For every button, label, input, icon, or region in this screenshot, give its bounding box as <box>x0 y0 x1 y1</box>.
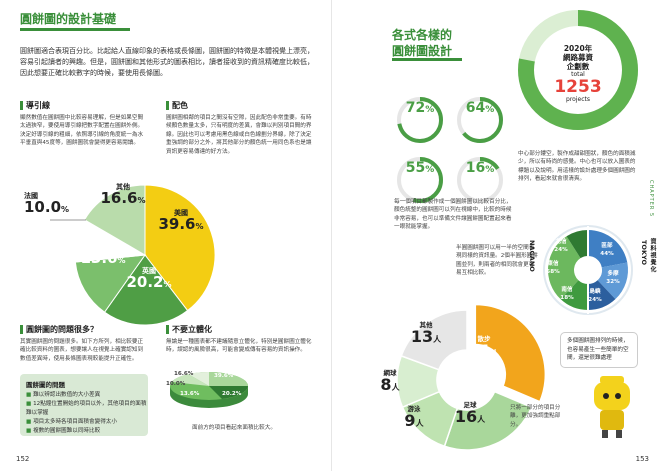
page-number-right: 153 <box>635 455 649 463</box>
tokyo-slice <box>588 280 616 310</box>
problem-item: 複數的圓餅圖難以同時比較 <box>26 427 148 436</box>
donut-label-tennis: 網球 8人 <box>380 369 400 394</box>
pie-slice-美國 <box>144 184 216 312</box>
no3d-heading: 不要立體化 <box>166 325 212 334</box>
title-underline <box>20 28 130 31</box>
semi-pies <box>543 225 633 315</box>
pie-label-usa: 美國 39.6% <box>158 209 204 234</box>
nagano-label: NAGANO <box>528 240 536 272</box>
color-heading: 配色 <box>166 101 188 110</box>
big-donut-unit: projects <box>566 96 590 103</box>
big-donut-line3: 企劃數 <box>566 62 590 71</box>
tokyo-label: TOKYO <box>640 240 648 265</box>
left-page: 圓餅圖的設計基礎 圓餅圖適合表現百分比。比起給人直線印象的表格或長條圖，圓餅圖的… <box>0 0 331 471</box>
pie-chart <box>74 184 216 326</box>
right-page: 各式各樣的 圓餅圖設計 72% 64% 55% 16% 2020年 網路募資 企… <box>332 0 663 471</box>
ring-label-1: 72% <box>405 100 435 116</box>
right-title-line1: 各式各樣的 <box>392 28 453 42</box>
percent-rings <box>397 97 503 203</box>
guide-text: 顯然數值在圓餅圖中比較容易理解，但是如果空間太過狹窄，要使用導引線把數字配置在圓… <box>20 115 144 147</box>
donut-label-swim: 游泳 9人 <box>404 405 424 430</box>
no3d-text: 無論是一種圖表都不建議隨意立體化，特別是圓餅圖立體化時，誤認的風險很高，可能會變… <box>166 339 312 354</box>
problems-box: 圓餅圖的問題 難以辨認出數值的大小差異 12點鐘位置開始的項目以外，其他項目的面… <box>20 374 148 436</box>
big-donut-total-label: total <box>571 71 585 78</box>
problem-item: 難以辨認出數值的大小差異 <box>26 391 148 400</box>
exploded-donut <box>396 303 547 451</box>
pie3d-label: 10.0% <box>166 381 186 387</box>
pie3d-label: 16.6% <box>174 371 194 377</box>
semi-pie-text: 半圓圓餅圖可以用一半的空間表現同樣的資訊量。2個半圓形圓餅圖並列，則兩者的相同就… <box>456 245 538 277</box>
big-donut <box>518 10 638 130</box>
semi-lbl: 多摩 32% <box>606 271 620 286</box>
donut-slice-其他 <box>400 309 468 371</box>
pie-slice-英國 <box>103 254 189 326</box>
donut-slice-足球 <box>443 390 533 451</box>
chapter-title: 資料視覺化 <box>649 238 656 273</box>
right-title-line2: 圓餅圖設計 <box>392 44 453 58</box>
speech-bubble: 多個圓餅圖排列的時候，也容易產生一些簡單的空間，還是很難處理 <box>560 332 638 368</box>
pie3d-label: 20.2% <box>222 391 242 397</box>
semi-lbl: 北信 24% <box>554 239 568 254</box>
nagano-slice <box>560 280 588 310</box>
ring-arc <box>457 97 503 143</box>
donut-slice-散步 <box>474 303 547 403</box>
mascot-icon <box>594 376 630 438</box>
big-donut-center: 2020年 網路募資 企劃數 total 1253 projects <box>548 44 608 104</box>
semi-lbl: 東信 58% <box>546 261 560 276</box>
pie-3d-illustration <box>170 371 248 408</box>
pie3d-caption: 面前方的項目看起來面積比較大。 <box>192 425 276 431</box>
leader-lines <box>50 219 86 221</box>
pie-slice-加拿大 <box>74 254 147 313</box>
intro-paragraph: 圓餅圖適合表現百分比。比起給人直線印象的表格或長條圖，圓餅圖的特徵是本體視覺上漂… <box>20 47 314 77</box>
donut-label-other: 其他 13人 <box>410 321 442 346</box>
ring-arc <box>397 157 443 203</box>
nagano-slice <box>566 230 588 259</box>
pie3d-label: 13.6% <box>180 391 200 397</box>
ring-label-4: 16% <box>465 160 495 176</box>
semi-lbl: 區部 44% <box>600 243 614 258</box>
page-number-left: 152 <box>16 455 30 463</box>
semi-lbl: 南信 18% <box>560 287 574 302</box>
big-donut-total: 1253 <box>554 77 602 97</box>
color-text: 圓餅圖相鄰的項目之間沒有空隙，因此配色非常重要。有時候顏色數量太多，只有明度的差… <box>166 115 312 155</box>
semi-lbl: 島嶼 24% <box>588 289 602 304</box>
tokyo-slice <box>588 230 628 268</box>
pie-slice-其他 <box>83 184 146 256</box>
multi-donut-text: 每一個項目都製作成一個圓餅圖以比較百分比，顏色統整的圓餅圖可以列在視線中，比較的… <box>394 199 512 231</box>
pie-label-france: 法國 10.0% <box>24 192 70 217</box>
pie-label-uk: 英國 20.2% <box>126 267 172 292</box>
pie3d-label: 39.6% <box>214 373 234 379</box>
pie-label-other: 其他 16.6% <box>100 183 146 208</box>
donut-label-soccer: 足球 16人 <box>454 401 486 426</box>
problem-item: 12點鐘位置開始的項目以外，其他項目的面積難以掌握 <box>26 400 148 418</box>
nagano-slice <box>548 236 581 300</box>
problem-item: 項目太多時各項目面積會變得太小 <box>26 418 148 427</box>
chapter-marker: CHAPTER 5 <box>648 180 654 218</box>
big-donut-line2: 網路募資 <box>563 53 593 62</box>
ring-label-2: 64% <box>465 100 495 116</box>
ring-arc <box>397 97 443 143</box>
big-donut-year: 2020年 <box>563 44 593 53</box>
problems-text: 其實圓餅圖的問題很多。如下方所列，相比較要正確比較資料的圖表，想要讓人在視覺上確… <box>20 339 144 362</box>
donut-label-walk: 散步 21人 <box>468 335 500 360</box>
problems-heading: 圓餅圖的問題很多？ <box>20 325 98 334</box>
donut-note: 只將一部分的項目分離，更加強調重點部分。 <box>510 405 561 428</box>
problems-box-title: 圓餅圖的問題 <box>26 381 65 389</box>
guide-heading: 導引線 <box>20 101 50 110</box>
tokyo-slice <box>597 262 628 300</box>
right-title-underline <box>392 58 462 61</box>
center-design-text: 中心部分鏤空，製作成甜甜圈狀，顏色的面積減少，所以有時尚的感覺。中心也可以放入圖… <box>518 151 636 183</box>
ring-arc <box>457 157 503 203</box>
ring-label-3: 55% <box>405 160 435 176</box>
pie-label-canada: 加拿大 13.6% <box>80 243 126 268</box>
book-spine <box>331 0 332 471</box>
left-page-title: 圓餅圖的設計基礎 <box>20 12 117 26</box>
